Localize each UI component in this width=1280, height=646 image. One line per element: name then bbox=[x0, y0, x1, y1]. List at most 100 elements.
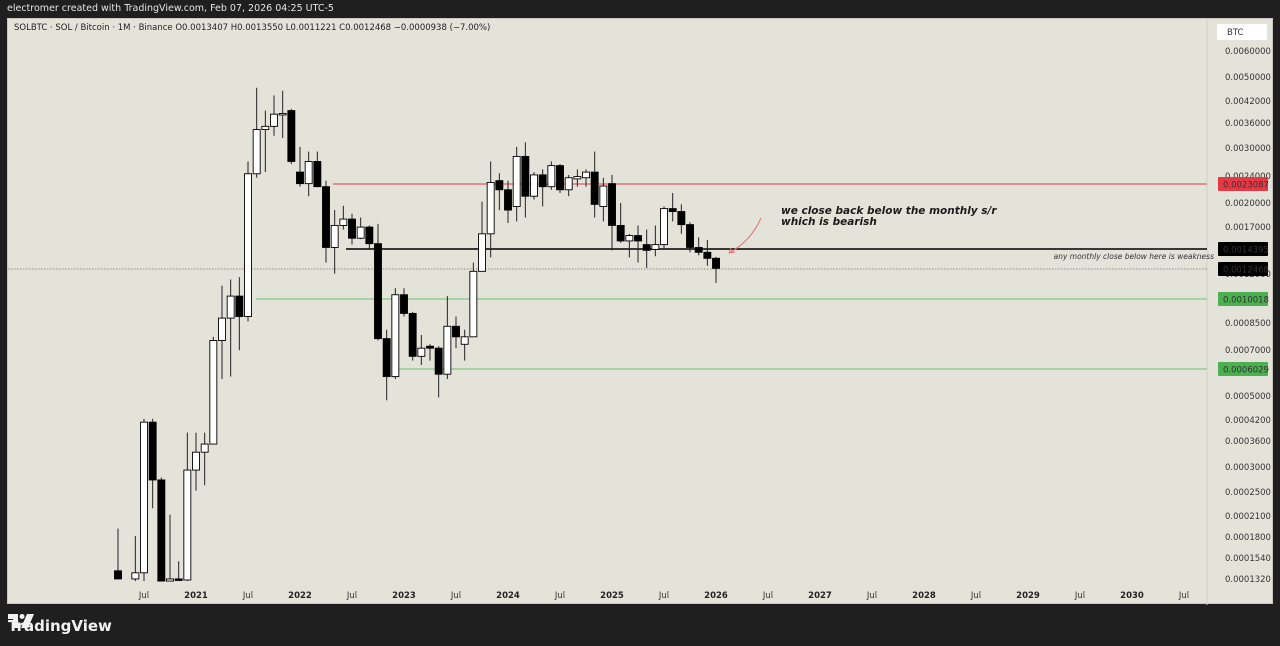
candle-body[interactable] bbox=[408, 312, 417, 357]
candle-body[interactable] bbox=[166, 578, 174, 582]
candle-body[interactable] bbox=[148, 421, 157, 481]
candle-body[interactable] bbox=[140, 421, 148, 574]
candle-body[interactable] bbox=[642, 244, 651, 251]
candle-body[interactable] bbox=[495, 180, 504, 191]
candle-body[interactable] bbox=[504, 189, 512, 211]
candle-body[interactable] bbox=[235, 295, 244, 317]
candle-body[interactable] bbox=[426, 345, 434, 349]
candle-body[interactable] bbox=[512, 155, 521, 207]
y-axis-tick: 0.0050000 bbox=[1225, 73, 1271, 83]
candle-body[interactable] bbox=[157, 479, 166, 582]
x-axis-tick: 2025 bbox=[600, 591, 624, 601]
symbol-legend: SOLBTC · SOL / Bitcoin · 1M · Binance O0… bbox=[14, 23, 491, 33]
candle-body[interactable] bbox=[573, 176, 582, 180]
candle-body[interactable] bbox=[348, 218, 356, 239]
candle-body[interactable] bbox=[556, 165, 564, 191]
price-label: 0.0023087 bbox=[1223, 181, 1269, 191]
x-axis-tick: Jul bbox=[138, 591, 149, 601]
candle-body[interactable] bbox=[304, 161, 313, 185]
price-label: 0.0010018 bbox=[1223, 296, 1269, 306]
candle-body[interactable] bbox=[616, 224, 625, 242]
price-label-box bbox=[1218, 362, 1268, 376]
candle-body[interactable] bbox=[365, 226, 374, 245]
candle-body[interactable] bbox=[686, 224, 694, 248]
candle-body[interactable] bbox=[244, 173, 252, 317]
candle-body[interactable] bbox=[400, 294, 408, 314]
credit-bar: electromer created with TradingView.com,… bbox=[0, 0, 1280, 18]
price-label: 0.0006029 bbox=[1223, 366, 1269, 376]
candle-body[interactable] bbox=[694, 246, 703, 253]
candle-body[interactable] bbox=[131, 572, 140, 580]
candle-body[interactable] bbox=[530, 174, 538, 197]
candle-body[interactable] bbox=[582, 171, 590, 179]
candle-body[interactable] bbox=[478, 233, 486, 272]
price-label-box bbox=[1218, 242, 1268, 256]
annotation-bearish-line2: which is bearish bbox=[781, 216, 877, 228]
annotation-weakness: any monthly close below here is weakness bbox=[1054, 252, 1214, 261]
candle-body[interactable] bbox=[599, 185, 608, 207]
x-axis-tick: 2028 bbox=[912, 591, 936, 601]
candle-body[interactable] bbox=[200, 443, 209, 453]
currency-box[interactable] bbox=[1217, 24, 1267, 40]
candle-body[interactable] bbox=[590, 171, 599, 205]
candle-body[interactable] bbox=[192, 451, 200, 471]
candle-body[interactable] bbox=[339, 218, 348, 226]
candle-body[interactable] bbox=[278, 113, 287, 116]
candle-body[interactable] bbox=[469, 270, 478, 338]
y-axis-tick: 0.0003600 bbox=[1225, 437, 1271, 447]
candle-body[interactable] bbox=[356, 226, 365, 239]
candle-body[interactable] bbox=[538, 174, 547, 188]
candle-body[interactable] bbox=[712, 257, 720, 269]
candle-body[interactable] bbox=[651, 244, 660, 250]
candle-body[interactable] bbox=[391, 294, 400, 378]
candle-body[interactable] bbox=[330, 224, 339, 248]
candle-body[interactable] bbox=[634, 235, 642, 242]
y-axis-tick: 0.0008500 bbox=[1225, 319, 1271, 329]
candle-body[interactable] bbox=[322, 186, 330, 248]
candle-body[interactable] bbox=[114, 570, 122, 580]
y-axis-tick: 0.0002500 bbox=[1225, 488, 1271, 498]
candle-body[interactable] bbox=[218, 317, 226, 341]
candle-body[interactable] bbox=[443, 325, 452, 375]
candle-body[interactable] bbox=[296, 171, 304, 185]
x-axis-tick: Jul bbox=[866, 591, 877, 601]
candlestick-chart[interactable]: BTC 0.0060000 0.0050000 0.0042000 0.0036000 0… bbox=[8, 19, 1274, 605]
candle-body[interactable] bbox=[564, 177, 573, 191]
candle-body[interactable] bbox=[625, 235, 634, 242]
candle-body[interactable] bbox=[608, 183, 616, 226]
candle-body[interactable] bbox=[174, 578, 183, 581]
chart-panel[interactable]: BTC 0.0060000 0.0050000 0.0042000 0.0036000 0… bbox=[7, 18, 1274, 605]
candle-body[interactable] bbox=[452, 325, 460, 338]
y-axis-tick: 0.0003000 bbox=[1225, 463, 1271, 473]
candle-body[interactable] bbox=[183, 469, 192, 581]
candle-body[interactable] bbox=[703, 251, 712, 259]
candle-body[interactable] bbox=[521, 155, 530, 197]
x-axis-tick: Jul bbox=[762, 591, 773, 601]
x-axis-tick: Jul bbox=[1178, 591, 1189, 601]
candle-body[interactable] bbox=[252, 129, 261, 175]
arrow-head-icon bbox=[728, 247, 736, 254]
candle-body[interactable] bbox=[287, 110, 296, 162]
candle-body[interactable] bbox=[460, 336, 469, 345]
candle-body[interactable] bbox=[660, 208, 668, 246]
tradingview-logo-icon bbox=[8, 614, 34, 628]
candle-body[interactable] bbox=[677, 211, 686, 226]
candle-body[interactable] bbox=[668, 208, 677, 212]
candle-body[interactable] bbox=[382, 338, 391, 378]
credit-text: electromer created with TradingView.com,… bbox=[7, 3, 334, 14]
y-axis-tick: 0.0020000 bbox=[1225, 199, 1271, 209]
candle-body[interactable] bbox=[486, 181, 495, 235]
candle-body[interactable] bbox=[374, 243, 382, 340]
candle-body[interactable] bbox=[261, 125, 270, 131]
y-axis-tick: 0.0060000 bbox=[1225, 47, 1271, 57]
candle-body[interactable] bbox=[434, 347, 443, 375]
annotation-bearish-line1: we close back below the monthly s/r bbox=[781, 205, 997, 217]
candle-body[interactable] bbox=[547, 165, 556, 188]
candle-body[interactable] bbox=[417, 347, 426, 357]
x-axis-tick: Jul bbox=[658, 591, 669, 601]
candle-body[interactable] bbox=[270, 113, 278, 127]
candle-body[interactable] bbox=[226, 295, 235, 319]
y-axis-tick: 0.0005000 bbox=[1225, 392, 1271, 402]
candle-body[interactable] bbox=[209, 340, 218, 445]
candle-body[interactable] bbox=[313, 161, 322, 188]
